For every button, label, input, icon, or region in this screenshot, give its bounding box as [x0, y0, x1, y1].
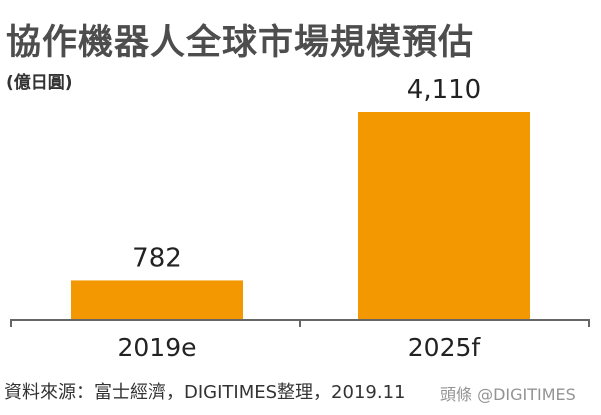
bar-2019e [71, 280, 243, 320]
chart-title: 協作機器人全球市場規模預估 [6, 23, 475, 63]
value-label-2025f: 4,110 [407, 75, 481, 105]
source-note: 資料來源：富士經濟，DIGITIMES整理，2019.11 [4, 382, 406, 403]
chart-unit-label: (億日圓) [6, 73, 73, 93]
category-label-2025f: 2025f [408, 333, 482, 362]
watermark-text: 頭條 @DIGITIMES [440, 385, 576, 404]
category-label-2019e: 2019e [117, 333, 196, 362]
bar-2025f [358, 112, 530, 320]
value-label-2019e: 782 [132, 243, 182, 273]
